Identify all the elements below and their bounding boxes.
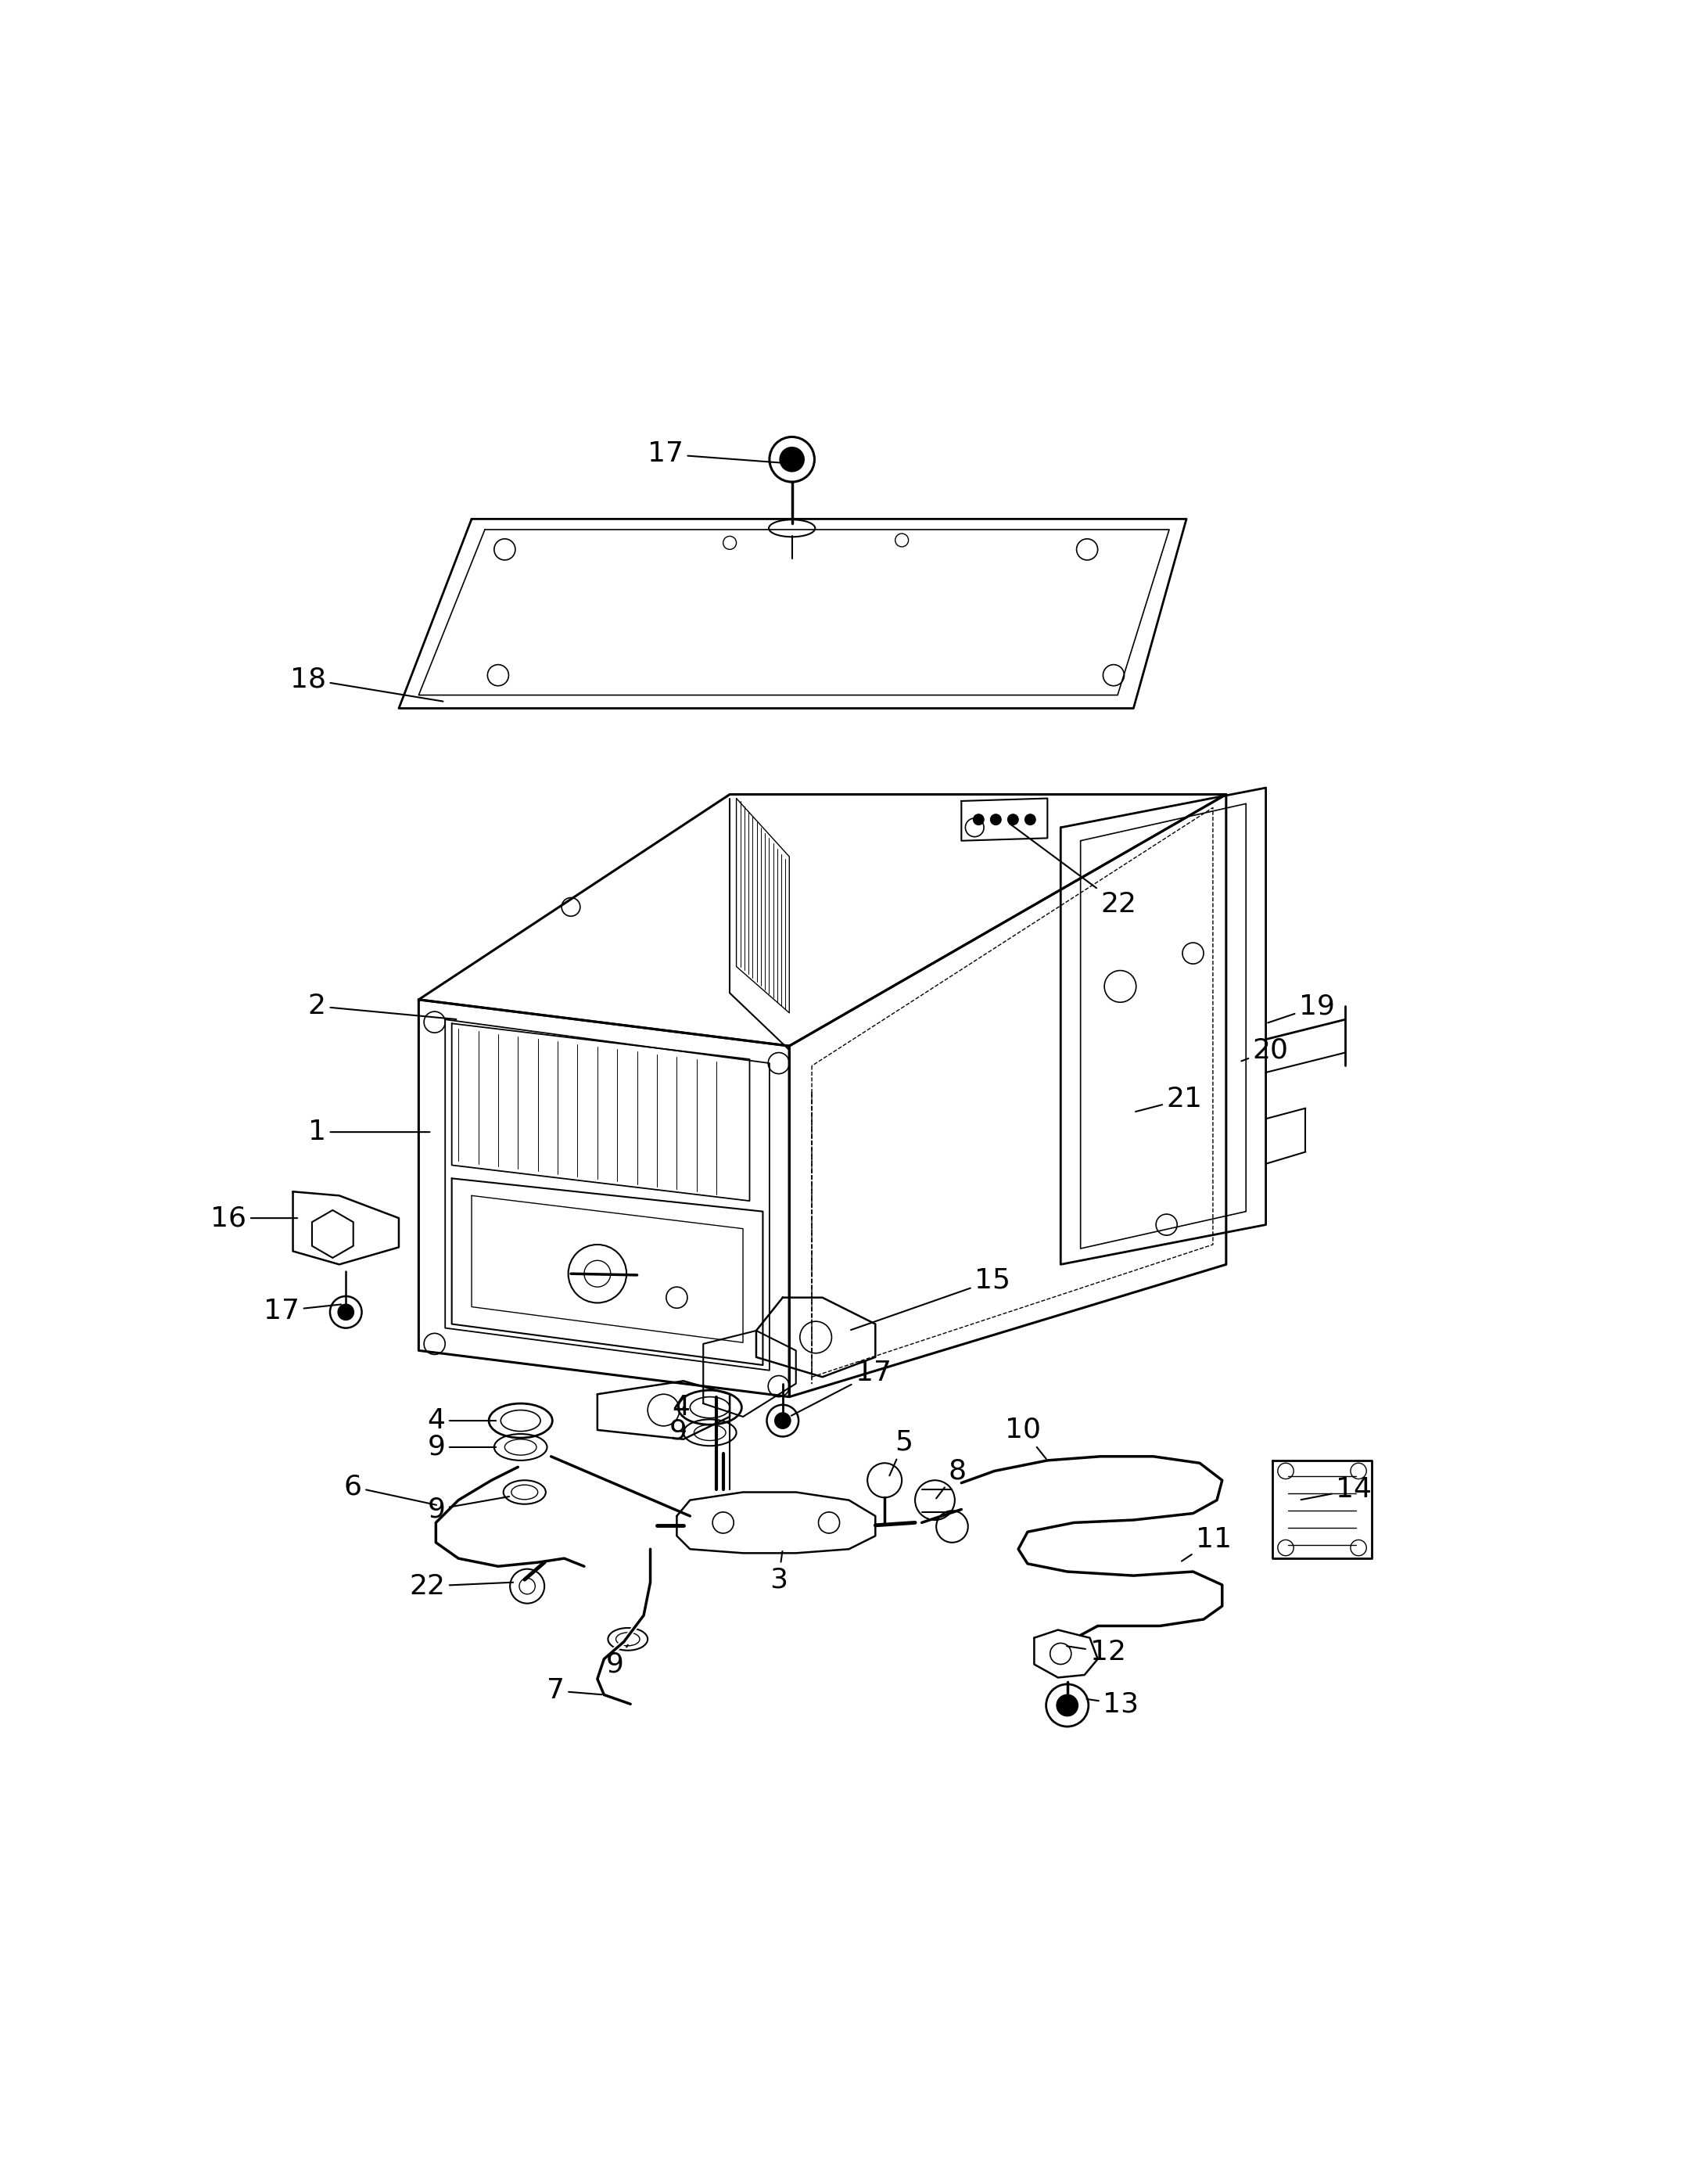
- Text: 11: 11: [1182, 1527, 1231, 1562]
- Text: 22: 22: [410, 1573, 512, 1598]
- Text: 19: 19: [1267, 993, 1336, 1023]
- Text: 1: 1: [307, 1118, 430, 1146]
- Text: 17: 17: [647, 441, 787, 467]
- Text: 17: 17: [263, 1298, 342, 1324]
- Text: 9: 9: [427, 1434, 495, 1460]
- Text: 16: 16: [210, 1205, 297, 1231]
- Text: 4: 4: [427, 1408, 495, 1434]
- Text: 9: 9: [427, 1497, 509, 1523]
- Text: 13: 13: [1086, 1691, 1139, 1717]
- Text: 14: 14: [1301, 1475, 1372, 1503]
- Circle shape: [974, 813, 984, 824]
- Text: 21: 21: [1136, 1086, 1202, 1112]
- Text: 20: 20: [1242, 1036, 1288, 1064]
- Text: 17: 17: [791, 1361, 892, 1417]
- Circle shape: [1057, 1696, 1078, 1715]
- Text: 2: 2: [307, 993, 456, 1019]
- Text: 15: 15: [851, 1268, 1011, 1330]
- Text: 4: 4: [671, 1395, 690, 1421]
- Text: 9: 9: [606, 1644, 629, 1678]
- Text: 9: 9: [670, 1419, 687, 1445]
- Circle shape: [991, 813, 1001, 824]
- Text: 12: 12: [1068, 1640, 1126, 1666]
- Text: 6: 6: [343, 1473, 437, 1505]
- Text: 8: 8: [936, 1458, 967, 1499]
- Circle shape: [781, 448, 804, 472]
- Text: 3: 3: [769, 1551, 787, 1592]
- Text: 7: 7: [547, 1678, 601, 1704]
- Text: 10: 10: [1004, 1417, 1045, 1458]
- Circle shape: [775, 1412, 791, 1428]
- Text: 18: 18: [290, 666, 442, 701]
- Circle shape: [1008, 813, 1018, 824]
- Circle shape: [1025, 813, 1035, 824]
- Circle shape: [338, 1304, 354, 1319]
- Text: 22: 22: [1009, 824, 1136, 917]
- Text: 5: 5: [890, 1428, 914, 1475]
